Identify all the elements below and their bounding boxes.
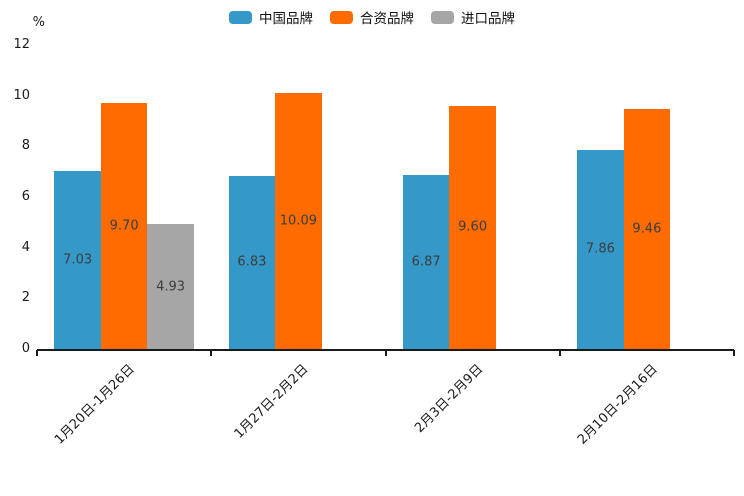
bar [623,109,671,349]
bar [100,103,148,349]
bar [147,224,194,349]
legend-label: 中国品牌 [259,11,313,27]
x-axis-tick [733,350,735,356]
x-axis-tick [384,350,387,356]
bar-value-label: 7.03 [63,252,93,268]
legend-label: 进口品牌 [461,11,515,27]
category-label: 1月20日-1月26日 [51,361,138,448]
category-label: 2月10日-2月16日 [574,361,661,448]
y-tick-label: 2 [21,290,30,306]
legend-label: 合资品牌 [360,11,414,27]
y-tick-label: 4 [21,239,30,255]
x-axis-tick [210,350,213,356]
x-axis-tick [558,350,561,356]
bar-value-label: 9.46 [632,221,662,237]
y-tick-label: 10 [13,87,30,103]
category-label: 2月3日-2月9日 [411,361,487,436]
bar-value-label: 9.70 [109,218,139,234]
legend-item: 合资品牌 [330,7,414,27]
legend-swatch [330,10,353,24]
bar-value-label: 9.60 [458,219,488,235]
legend-item: 进口品牌 [431,7,515,27]
bar-value-label: 4.93 [156,279,186,295]
category-label: 1月27日-2月2日 [231,361,312,442]
y-tick-label: 12 [13,37,30,52]
y-tick-label: 6 [21,189,30,204]
bar-value-label: 6.83 [237,254,267,270]
y-tick-label: 8 [21,138,30,154]
legend-item: 中国品牌 [229,7,313,27]
legend-swatch [431,10,454,24]
legend: 中国品牌 合资品牌 进口品牌 [0,7,744,27]
plot-area: 7.03 6.83 6.87 7.86 9.70 10.09 9.60 9.46 4.93 [37,45,734,351]
bar [402,174,450,349]
y-axis-unit-label: % [32,15,45,30]
bar [228,175,276,349]
bar [449,105,496,349]
y-tick-label: 0 [21,341,30,356]
bar-value-label: 6.87 [411,254,441,270]
legend-swatch [229,10,252,24]
bar-value-label: 7.86 [585,241,615,257]
bar [54,170,101,349]
bar-value-label: 10.09 [279,213,317,229]
bar [275,93,322,349]
bar [577,149,624,349]
x-axis-tick [36,350,38,356]
